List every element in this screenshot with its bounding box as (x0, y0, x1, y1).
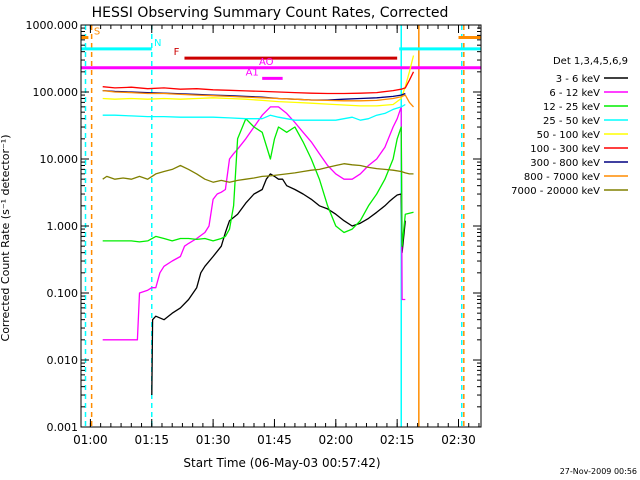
legend-label-7: 800 - 7000 keV (524, 172, 600, 183)
x-tick-label-4: 02:00 (319, 433, 354, 447)
legend-label-3: 25 - 50 keV (543, 116, 600, 127)
axes: 0.001 0.010 0.100 1.000 10.000 100.000 1000.00… (26, 19, 482, 447)
y-tick-label-0: 0.001 (47, 421, 79, 434)
x-tick-label-2: 01:30 (196, 433, 231, 447)
x-tick-label-0: 01:00 (73, 433, 108, 447)
legend-title: Det 1,3,4,5,6,9 (553, 56, 628, 67)
legend: Det 1,3,4,5,6,9 3 - 6 keV 6 - 12 keV 12 - … (511, 56, 628, 197)
x-tick-label-5: 02:15 (380, 433, 415, 447)
chart-title: HESSI Observing Summary Count Rates, Cor… (92, 5, 449, 21)
plot-area (81, 25, 481, 427)
status-bar-label-f: F (174, 47, 180, 58)
series-line-0 (151, 173, 406, 396)
series-line-5 (102, 71, 415, 95)
legend-label-4: 50 - 100 keV (537, 130, 601, 141)
status-bar-label-n: N (154, 38, 161, 49)
status-bar-label-a1: A1 (246, 67, 259, 78)
series-line-7 (102, 89, 414, 108)
legend-label-1: 6 - 12 keV (549, 88, 600, 99)
x-tick-label-6: 02:30 (441, 433, 476, 447)
status-bar-label-s: S (94, 27, 100, 38)
x-tick-label-3: 01:45 (257, 433, 292, 447)
footer-timestamp: 27-Nov-2009 00:56 (560, 467, 637, 476)
legend-label-6: 300 - 800 keV (530, 158, 600, 169)
x-tick-label-1: 01:15 (134, 433, 169, 447)
series-line-3 (102, 103, 406, 121)
series-line-1 (102, 106, 406, 341)
legend-label-5: 100 - 300 keV (530, 144, 600, 155)
vertical-markers (84, 25, 465, 427)
series-line-6 (102, 89, 406, 101)
y-tick-label-1: 0.010 (47, 354, 79, 367)
legend-label-2: 12 - 25 keV (543, 102, 600, 113)
y-tick-label-2: 0.100 (47, 287, 79, 300)
series-line-4 (102, 55, 415, 107)
legend-label-0: 3 - 6 keV (556, 74, 600, 85)
x-axis-label: Start Time (06-May-03 00:57:42) (183, 456, 380, 470)
y-tick-label-5: 100.000 (33, 86, 79, 99)
y-axis-label: Corrected Count Rate (s⁻¹ detector⁻¹) (0, 135, 12, 342)
y-tick-label-4: 10.000 (40, 153, 79, 166)
series-line-8 (102, 163, 414, 183)
legend-label-8: 7000 - 20000 keV (511, 186, 600, 197)
series-line-2 (102, 118, 414, 247)
y-tick-label-6: 1000.000 (26, 19, 79, 32)
status-bar-label-ao: AO (259, 57, 274, 68)
plot-background (81, 25, 481, 427)
y-tick-label-3: 1.000 (47, 220, 79, 233)
series-lines (102, 55, 415, 396)
